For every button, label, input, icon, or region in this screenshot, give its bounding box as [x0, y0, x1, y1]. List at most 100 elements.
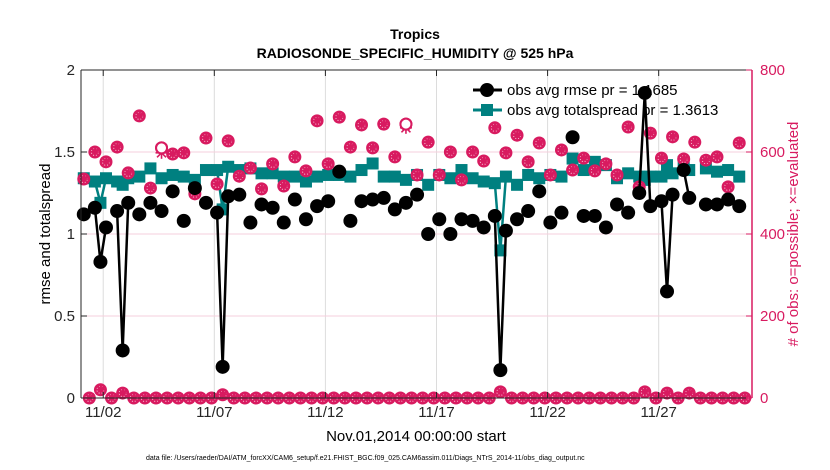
totalspread-point — [555, 170, 568, 183]
rmse-point — [487, 208, 502, 223]
x-tick-label: 11/02 — [85, 404, 121, 421]
evaluated-count-point — [655, 152, 668, 165]
rmse-point — [554, 205, 569, 220]
totalspread-point — [211, 164, 224, 177]
rmse-point — [521, 204, 536, 219]
evaluated-count-point — [722, 180, 735, 193]
evaluated-count-point — [466, 146, 479, 158]
rmse-point — [576, 208, 591, 223]
totalspread-point — [733, 170, 746, 183]
evaluated-count-point — [222, 134, 235, 147]
rmse-point — [243, 215, 258, 230]
totalspread-point — [455, 164, 468, 177]
rmse-point — [610, 197, 625, 212]
totalspread-point — [255, 167, 268, 180]
rmse-point — [660, 284, 675, 299]
x-axis-label: Nov.01,2014 00:00:00 start — [326, 428, 507, 445]
evaluated-count-point — [422, 136, 435, 149]
totalspread-point — [722, 164, 735, 177]
possible-count-open-point — [155, 141, 169, 155]
rmse-point — [665, 187, 680, 202]
rmse-point — [154, 204, 169, 219]
evaluated-count-point — [99, 155, 112, 168]
evaluated-count-point — [266, 157, 279, 170]
chart-subtitle: RADIOSONDE_SPECIFIC_HUMIDITY @ 525 hPa — [257, 45, 574, 61]
rmse-point — [643, 199, 658, 214]
evaluated-count-point — [211, 177, 224, 190]
rmse-point — [632, 186, 647, 200]
evaluated-count-point — [533, 136, 546, 149]
totalspread-point — [588, 155, 601, 168]
rmse-point — [221, 189, 236, 204]
totalspread-point — [711, 165, 724, 178]
rmse-point — [287, 192, 302, 207]
totalspread-point — [155, 172, 168, 185]
rmse-point — [165, 184, 180, 199]
legend-totalspread-label: obs avg totalspread pr = 1.3613 — [507, 102, 718, 119]
totalspread-point — [144, 162, 157, 175]
rmse-point — [121, 195, 136, 210]
rmse-point — [332, 164, 347, 179]
x-tick-label: 11/17 — [418, 404, 454, 421]
y-axis-label: rmse and totalspread — [37, 164, 54, 305]
rmse-point — [676, 163, 691, 178]
rmse-point — [210, 205, 225, 220]
evaluated-count-point — [499, 146, 512, 159]
totalspread-point — [511, 178, 524, 191]
rmse-point — [498, 223, 513, 238]
x-tick-label: 11/12 — [307, 404, 343, 421]
evaluated-count-point — [661, 387, 674, 400]
evaluated-count-point — [688, 136, 701, 149]
totalspread-point — [288, 170, 301, 183]
rmse-point — [215, 359, 230, 374]
axes: 11/02 11/07 11/12 11/17 11/22 11/2700.511.520… — [54, 62, 785, 421]
totalspread-point — [533, 172, 546, 185]
totalspread-point — [422, 178, 435, 191]
rmse-point — [98, 220, 113, 235]
evaluated-count-point — [733, 136, 746, 149]
rmse-point — [115, 343, 130, 358]
rmse-point — [443, 227, 458, 241]
evaluated-count-point — [544, 168, 557, 181]
evaluated-count-point — [411, 168, 424, 181]
grid — [81, 70, 752, 398]
totalspread-point — [466, 172, 479, 185]
rmse-point — [587, 208, 602, 223]
rmse-point — [187, 181, 202, 196]
totalspread-point — [622, 167, 635, 180]
evaluated-count-point — [311, 114, 324, 127]
evaluated-count-point — [111, 141, 124, 154]
evaluated-count-point — [377, 118, 390, 131]
footer-data-file: data file: /Users/raeder/DAI/ATM_forcXX/… — [146, 455, 585, 462]
totalspread-point — [277, 170, 290, 183]
evaluated-count-point — [494, 385, 507, 398]
evaluated-count-point — [116, 387, 129, 400]
rmse-point — [232, 187, 247, 202]
totalspread-point — [388, 170, 401, 183]
rmse-point — [476, 220, 491, 235]
rmse-point — [621, 205, 636, 220]
evaluated-count-point — [699, 154, 712, 167]
totalspread-point — [166, 168, 179, 181]
totalspread-point — [377, 170, 390, 183]
rmse-point — [454, 212, 469, 227]
evaluated-count-point — [122, 166, 135, 179]
totalspread-point — [322, 168, 335, 181]
totalspread-point — [299, 175, 312, 188]
y-right-tick-label: 800 — [760, 62, 785, 79]
x-tick-label: 11/22 — [529, 404, 565, 421]
totalspread-point — [655, 170, 668, 183]
legend-rmse-marker — [480, 83, 494, 97]
totalspread-point — [355, 164, 368, 177]
possible-count-open-point — [399, 117, 413, 131]
totalspread-point — [177, 170, 190, 183]
evaluated-count-point — [322, 157, 335, 170]
evaluated-count-point — [677, 152, 690, 165]
rmse-point — [365, 192, 380, 207]
evaluated-count-point — [166, 148, 179, 161]
rmse-point — [354, 194, 369, 209]
rmse-point — [543, 215, 558, 230]
totalspread-point — [311, 170, 324, 183]
evaluated-count-point — [133, 109, 146, 122]
evaluated-count-point — [666, 130, 679, 143]
